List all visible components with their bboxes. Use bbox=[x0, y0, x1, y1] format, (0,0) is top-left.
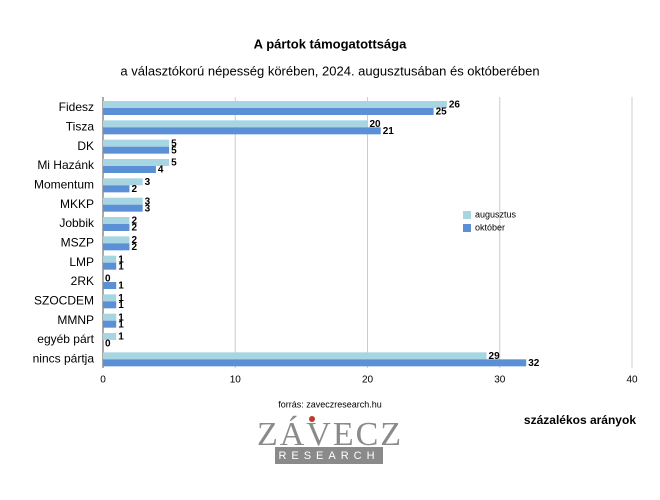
x-tick-label: 40 bbox=[626, 375, 638, 386]
data-label: 20 bbox=[370, 119, 382, 130]
data-label: 1 bbox=[118, 281, 124, 292]
data-label: 1 bbox=[118, 312, 124, 323]
bar bbox=[103, 127, 381, 135]
logo-tagline: RESEARCH bbox=[278, 450, 379, 462]
chart-subtitle: a választókorú népesség körében, 2024. a… bbox=[120, 63, 539, 78]
bar bbox=[103, 313, 117, 321]
bar bbox=[103, 166, 156, 173]
bar bbox=[103, 108, 434, 115]
bar bbox=[103, 333, 117, 340]
y-tick-label: MSZP bbox=[61, 236, 94, 250]
data-label: 1 bbox=[118, 319, 124, 330]
bar bbox=[103, 217, 130, 224]
bar bbox=[103, 352, 487, 360]
y-tick-label: Mi Hazánk bbox=[37, 158, 95, 172]
data-label: 2 bbox=[131, 242, 137, 253]
legend-label: október bbox=[475, 222, 505, 232]
bar bbox=[103, 255, 117, 263]
y-tick-label: Jobbik bbox=[59, 216, 95, 230]
y-tick-label: Tisza bbox=[66, 120, 95, 134]
y-tick-label: MMNP bbox=[57, 313, 94, 327]
bar bbox=[103, 301, 117, 309]
bar bbox=[103, 282, 117, 289]
bar bbox=[103, 236, 130, 244]
bar bbox=[103, 101, 447, 108]
bar bbox=[103, 262, 117, 270]
y-tick-label: egyéb párt bbox=[37, 332, 94, 346]
bar bbox=[103, 204, 143, 212]
data-label: 1 bbox=[118, 261, 124, 272]
bar bbox=[103, 120, 368, 128]
data-label: 2 bbox=[131, 184, 137, 195]
data-label: 3 bbox=[145, 177, 151, 188]
y-tick-label: nincs pártja bbox=[33, 352, 95, 366]
y-tick-label: SZOCDEM bbox=[34, 294, 94, 308]
data-label: 2 bbox=[131, 235, 137, 246]
data-label: 4 bbox=[158, 165, 164, 176]
y-tick-label: DK bbox=[77, 139, 94, 153]
data-label: 29 bbox=[489, 351, 501, 362]
bar bbox=[103, 159, 170, 166]
logo-dot bbox=[309, 416, 315, 422]
y-tick-label: Momentum bbox=[34, 178, 94, 192]
chart-title: A pártok támogatottsága bbox=[254, 36, 407, 51]
unit-note: százalékos arányok bbox=[524, 413, 636, 427]
data-label: 32 bbox=[528, 358, 540, 369]
data-label: 1 bbox=[118, 300, 124, 311]
data-label: 1 bbox=[118, 332, 124, 343]
bar bbox=[103, 178, 143, 186]
y-tick-label: MKKP bbox=[60, 197, 94, 211]
data-label: 1 bbox=[118, 293, 124, 304]
data-label: 2 bbox=[131, 223, 137, 234]
data-label: 26 bbox=[449, 100, 461, 111]
data-label: 5 bbox=[171, 138, 177, 149]
data-label: 2 bbox=[131, 216, 137, 227]
bar bbox=[103, 294, 117, 302]
y-tick-label: Fidesz bbox=[59, 100, 94, 114]
data-label: 0 bbox=[105, 339, 111, 350]
x-tick-label: 0 bbox=[100, 375, 106, 386]
bar bbox=[103, 224, 130, 231]
data-label: 21 bbox=[383, 126, 395, 137]
bar bbox=[103, 197, 143, 205]
x-tick-label: 20 bbox=[362, 375, 374, 386]
logo-box bbox=[275, 447, 383, 464]
data-label: 5 bbox=[171, 158, 177, 169]
source: forrás: zaveczresearch.hu bbox=[278, 399, 382, 409]
x-tick-label: 30 bbox=[494, 375, 506, 386]
bar bbox=[103, 359, 527, 367]
bar bbox=[103, 243, 130, 251]
legend-label: augusztus bbox=[475, 209, 517, 219]
y-tick-label: LMP bbox=[69, 255, 94, 269]
data-label: 5 bbox=[171, 145, 177, 156]
data-label: 1 bbox=[118, 254, 124, 265]
logo-name: ZÁVECZ bbox=[257, 416, 403, 453]
data-label: 3 bbox=[145, 203, 151, 214]
x-tick-label: 10 bbox=[230, 375, 242, 386]
bar bbox=[103, 146, 170, 154]
legend-swatch bbox=[463, 224, 471, 232]
y-tick-label: 2RK bbox=[71, 274, 94, 288]
legend-swatch bbox=[463, 211, 471, 219]
data-label: 0 bbox=[105, 274, 111, 285]
data-label: 3 bbox=[145, 196, 151, 207]
data-label: 25 bbox=[436, 107, 448, 118]
bar bbox=[103, 320, 117, 328]
bar bbox=[103, 139, 170, 147]
bar bbox=[103, 185, 130, 193]
